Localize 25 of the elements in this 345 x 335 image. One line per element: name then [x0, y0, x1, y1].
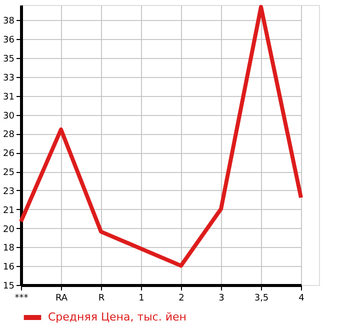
y-tick-label: 28 [3, 130, 15, 140]
y-tick-label: 31 [3, 92, 14, 102]
y-tick-label: 38 [3, 16, 15, 27]
x-tick-label: RA [55, 294, 68, 304]
y-tick-label: 20 [3, 224, 15, 235]
y-tick-label: 36 [3, 36, 15, 46]
y-tick-label: 33 [3, 73, 14, 84]
y-tick-label: 16 [3, 262, 15, 273]
y-tick-label: 21 [3, 206, 14, 216]
x-tick-label: R [98, 294, 105, 304]
y-tick-label: 25 [3, 168, 14, 178]
y-tick-label: 26 [3, 149, 15, 160]
y-tick-label: 23 [3, 186, 14, 197]
line-series [19, 4, 303, 268]
x-tick-label: 2 [178, 294, 184, 304]
y-tick-label: 15 [3, 282, 14, 292]
y-tick-label: 18 [3, 244, 15, 254]
legend-label: Средняя Цена, тыс. йен [48, 310, 186, 324]
x-tick-label: 3 [218, 294, 224, 304]
x-tick-label: 3,5 [254, 294, 269, 304]
y-tick-label: 35 [3, 54, 14, 65]
y-tick-label: 30 [3, 111, 15, 122]
x-tick-label: 4 [298, 294, 305, 304]
x-tick-label: 1 [138, 294, 144, 304]
x-tick-label: *** [14, 294, 29, 304]
